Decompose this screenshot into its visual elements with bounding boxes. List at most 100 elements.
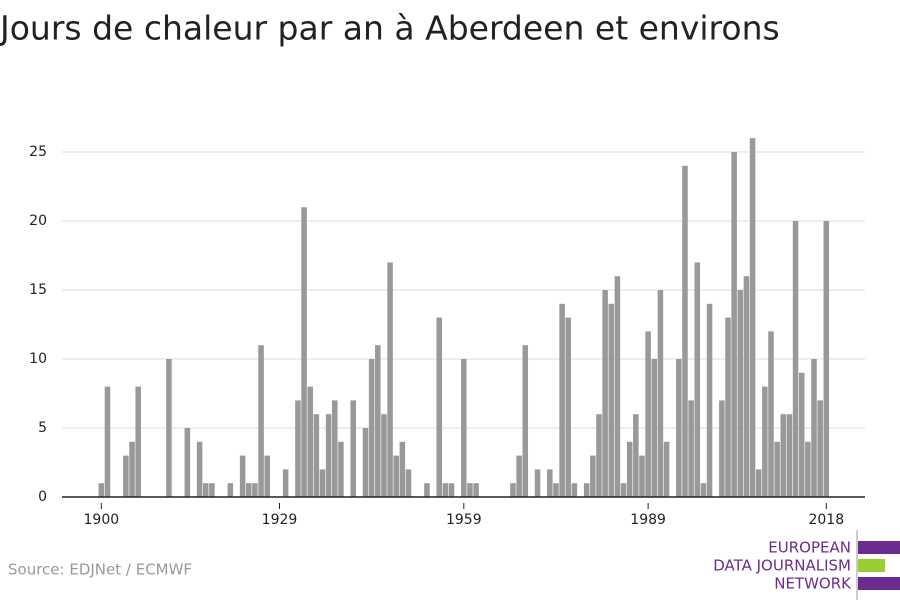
- bar: [307, 386, 313, 497]
- chart-title: Jours de chaleur par an à Aberdeen et en…: [0, 9, 780, 48]
- bar: [313, 414, 320, 497]
- x-tick-label: 1900: [84, 512, 120, 528]
- bar: [332, 400, 338, 497]
- bar: [461, 359, 467, 497]
- bar: [743, 276, 750, 497]
- logo-bar: [858, 559, 885, 572]
- bar: [633, 414, 639, 497]
- bar: [362, 428, 369, 497]
- bar: [682, 165, 688, 498]
- bar: [762, 386, 768, 497]
- x-tick-label: 2018: [808, 512, 844, 528]
- bar: [227, 483, 234, 497]
- y-tick-label: 5: [38, 420, 47, 436]
- bar: [387, 262, 393, 497]
- bar: [135, 386, 141, 497]
- bar: [98, 483, 105, 497]
- bar: [786, 414, 793, 497]
- bar: [639, 455, 645, 497]
- bar: [590, 455, 596, 497]
- bar: [338, 441, 344, 497]
- logo-bar: [858, 577, 900, 590]
- bar: [129, 441, 135, 497]
- bar: [602, 290, 608, 497]
- bar: [676, 359, 682, 497]
- bar: [620, 483, 627, 497]
- bar: [755, 469, 762, 497]
- bar: [694, 262, 701, 497]
- bar: [559, 303, 565, 497]
- bar: [381, 414, 387, 497]
- bar: [817, 400, 823, 497]
- bar: [571, 483, 578, 497]
- bar: [774, 441, 780, 497]
- bar: [719, 400, 725, 497]
- bar: [301, 207, 307, 497]
- bar: [657, 290, 664, 497]
- bar: [663, 441, 670, 497]
- bar: [737, 290, 744, 497]
- bar: [375, 345, 381, 497]
- bar: [184, 428, 191, 497]
- bar: [104, 386, 111, 497]
- y-tick-label: 0: [38, 489, 47, 505]
- x-tick-label: 1929: [262, 512, 298, 528]
- bar: [368, 359, 375, 497]
- bar: [424, 483, 430, 497]
- bar: [547, 469, 553, 497]
- bar: [553, 483, 559, 497]
- logo-text: EUROPEAN: [768, 539, 851, 557]
- bar: [252, 483, 258, 497]
- bar: [516, 455, 522, 497]
- bar: [399, 441, 406, 497]
- bar: [436, 317, 442, 497]
- bar: [768, 331, 774, 497]
- bar: [811, 359, 817, 497]
- bar: [626, 441, 633, 497]
- bar: [393, 455, 399, 497]
- bar: [780, 414, 787, 497]
- bar: [565, 317, 572, 497]
- bar: [798, 372, 805, 497]
- bar: [700, 483, 707, 497]
- bar: [405, 469, 412, 497]
- bar: [583, 483, 590, 497]
- bar: [467, 483, 473, 497]
- y-tick-label: 25: [29, 144, 47, 160]
- bar: [239, 455, 246, 497]
- bar: [706, 303, 713, 497]
- bar: [805, 441, 811, 497]
- logo-text: DATA JOURNALISM: [713, 557, 851, 575]
- logo-text: NETWORK: [774, 575, 852, 593]
- bar: [319, 469, 326, 497]
- bar: [596, 414, 602, 497]
- y-tick-label: 20: [29, 213, 47, 229]
- bar: [725, 317, 731, 497]
- bar: [258, 345, 264, 497]
- bar: [166, 359, 172, 497]
- bar: [534, 469, 541, 497]
- bar: [442, 483, 449, 497]
- bar: [749, 138, 756, 497]
- bar: [688, 400, 694, 497]
- bar: [209, 483, 215, 497]
- bar: [651, 359, 658, 497]
- bar: [792, 221, 799, 497]
- bar: [645, 331, 651, 497]
- bar: [473, 483, 479, 497]
- bar: [608, 303, 615, 497]
- y-tick-label: 15: [29, 282, 47, 298]
- bar: [510, 483, 516, 497]
- bar: [448, 483, 455, 497]
- bar: [246, 483, 252, 497]
- bar: [264, 455, 270, 497]
- x-tick-label: 1989: [630, 512, 666, 528]
- x-tick-label: 1959: [446, 512, 482, 528]
- bar: [282, 469, 289, 497]
- bar: [196, 441, 203, 497]
- bar: [522, 345, 529, 497]
- bar: [123, 455, 129, 497]
- bar: [731, 152, 737, 497]
- bar: [350, 400, 356, 497]
